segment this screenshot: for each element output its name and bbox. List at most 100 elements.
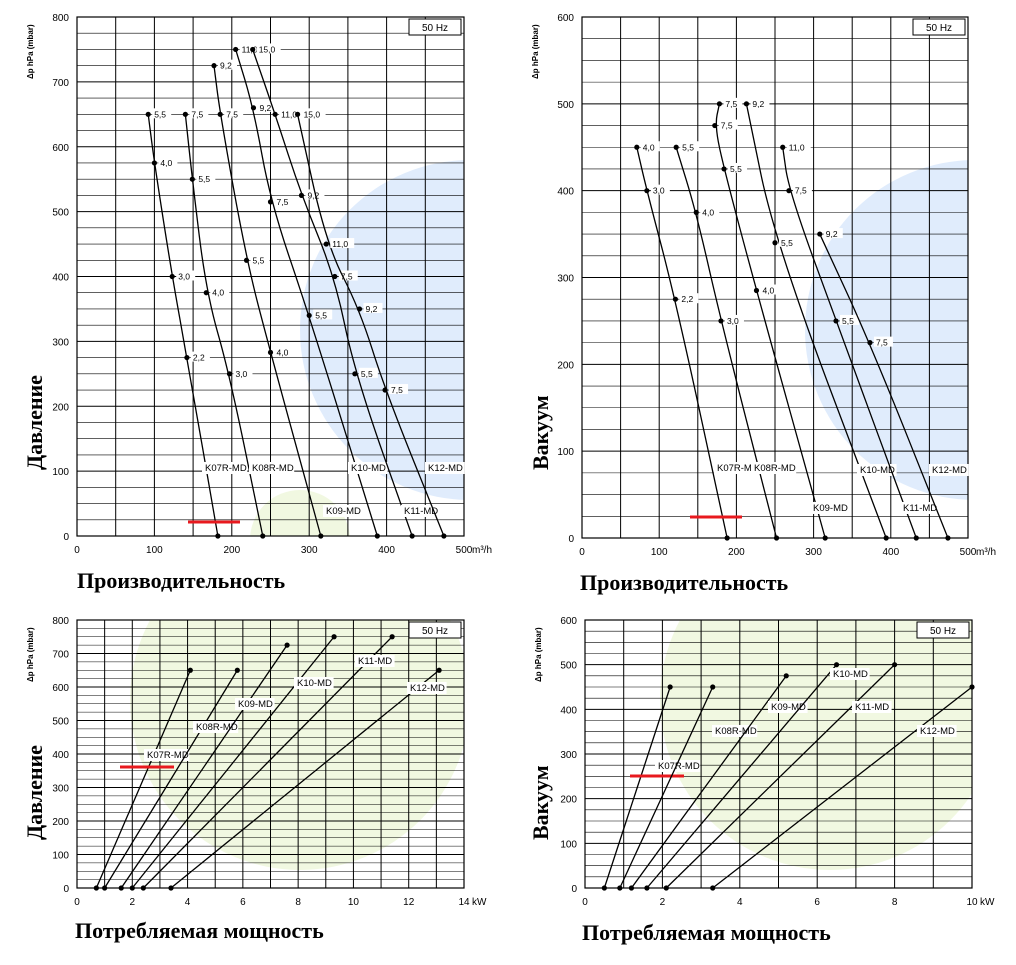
data-point — [189, 176, 195, 182]
series-label-K12-MD: K12-MD — [920, 726, 955, 737]
data-point — [786, 188, 792, 194]
x-axis-unit: kW — [472, 897, 487, 908]
y-tick-label: 300 — [557, 274, 574, 285]
data-point — [129, 885, 135, 891]
frequency-label: 50 Hz — [930, 626, 956, 637]
series-line-K11-MD — [252, 49, 413, 537]
y-tick-label: 300 — [52, 337, 69, 348]
chart-pressure-power: 0 100 200 300 400 500 600 700 800 0 2 4 6 8 10 12 14 kW Δp… — [22, 616, 487, 943]
data-point — [93, 885, 99, 891]
series-label-bg — [401, 505, 441, 517]
data-label-bg — [873, 336, 893, 347]
data-label-bg — [196, 173, 216, 184]
series-label-bg — [323, 505, 363, 517]
y-tick-label: 600 — [52, 143, 69, 154]
data-point — [716, 101, 723, 107]
data-label: 3,0 — [235, 369, 247, 379]
series-label-bg — [348, 462, 388, 474]
series-label-bg — [235, 698, 275, 710]
data-label: 7,5 — [191, 109, 203, 119]
data-label: 7,5 — [226, 109, 238, 119]
data-label-bg — [189, 108, 209, 119]
y-tick-label: 800 — [52, 13, 69, 24]
bottom-label: Потребляемая мощность — [75, 918, 324, 943]
data-label-bg — [338, 270, 358, 281]
data-label: 9,2 — [220, 61, 232, 71]
x-tick-label: 0 — [74, 897, 80, 908]
data-label-bg — [389, 384, 409, 395]
data-point — [710, 684, 716, 690]
series-line-K10-MD — [646, 664, 838, 889]
data-point — [102, 885, 108, 891]
side-label: Давление — [22, 745, 47, 840]
x-tick-label: 12 — [403, 897, 415, 908]
series-line-K08R-MD — [184, 114, 264, 537]
data-point — [617, 885, 623, 891]
y-tick-label: 200 — [557, 360, 574, 371]
data-point — [693, 209, 699, 215]
data-point — [833, 662, 840, 668]
data-label: 11,0 — [281, 109, 297, 119]
series-line-K10-MD — [131, 636, 335, 889]
series-label-K12-MD: K12-MD — [410, 683, 445, 694]
series-label-bg — [900, 502, 940, 514]
series-label-K10-MD: K10-MD — [351, 463, 386, 474]
data-label: 4,0 — [277, 347, 289, 357]
data-point — [833, 318, 839, 324]
data-label: 9,2 — [752, 99, 764, 109]
series-label-K11-MD: K11-MD — [855, 702, 889, 713]
chart-watermark — [805, 160, 968, 500]
data-label-bg — [279, 108, 304, 119]
y-tick-label: 600 — [557, 13, 574, 24]
data-label: 3,0 — [178, 272, 190, 282]
x-tick-label: 0 — [582, 897, 588, 908]
series-label-K09-MD: K09-MD — [771, 702, 806, 713]
data-label: 2,2 — [681, 294, 693, 304]
data-point — [234, 667, 240, 673]
data-label: 11,0 — [789, 142, 805, 152]
plot-frame — [76, 16, 465, 537]
plot-frame — [584, 619, 973, 889]
frequency-label: 50 Hz — [926, 23, 952, 34]
frequency-box — [408, 621, 462, 639]
data-point — [780, 144, 786, 150]
y-tick-label: 500 — [560, 661, 577, 672]
data-label: 9,2 — [826, 229, 838, 239]
y-tick-label: 400 — [52, 750, 69, 761]
series-label-bg — [810, 502, 850, 514]
series-label-K12-MD: K12-MD — [932, 465, 967, 476]
x-tick-label: 4 — [185, 897, 191, 908]
chart-pressure-flow: 0 100 200 300 400 500 600 700 800 0 100 200 300 400 50… — [22, 13, 492, 593]
data-label-bg — [723, 97, 743, 108]
data-point — [331, 634, 337, 640]
series-label-K11-MD: K11-MD — [404, 506, 438, 517]
data-label-bg — [728, 162, 748, 173]
data-label: 5,5 — [361, 369, 373, 379]
data-label-bg — [792, 184, 812, 195]
data-point — [867, 340, 873, 346]
data-point — [151, 160, 157, 166]
data-label: 4,0 — [702, 207, 714, 217]
data-point — [772, 240, 778, 246]
data-label-bg — [233, 367, 253, 378]
series-label-bg — [144, 749, 190, 761]
bottom-label: Потребляемая мощность — [582, 920, 831, 945]
frequency-box — [408, 18, 462, 36]
x-tick-label: 0 — [579, 547, 585, 558]
data-label: 7,5 — [721, 121, 733, 131]
y-tick-label: 800 — [52, 616, 69, 627]
y-tick-label: 400 — [557, 187, 574, 198]
series-line-K08R-MD — [675, 147, 778, 539]
watermark-shape — [660, 620, 972, 870]
frequency-box — [912, 18, 966, 36]
series-line-K11-MD — [782, 147, 917, 539]
data-point — [892, 662, 898, 668]
data-point — [721, 166, 727, 172]
x-tick-label: 200 — [223, 545, 240, 556]
data-point — [226, 371, 233, 377]
y-tick-label: 0 — [63, 884, 69, 895]
data-label: 7,5 — [341, 272, 353, 282]
y-tick-label: 700 — [52, 650, 69, 661]
data-label-bg — [823, 228, 843, 239]
